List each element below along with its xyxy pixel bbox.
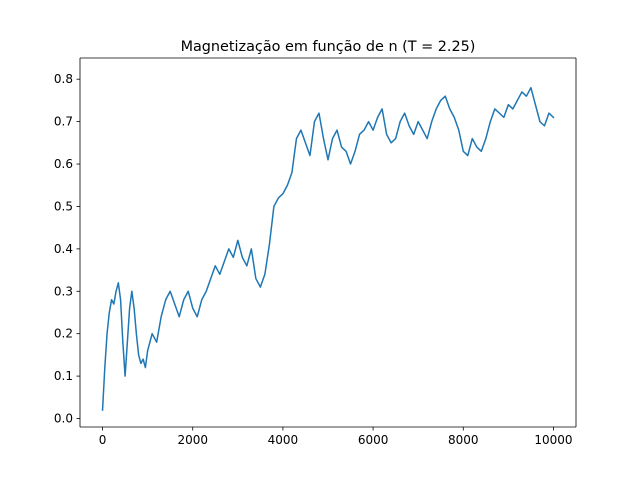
y-tick-label: 0.7 <box>54 115 73 129</box>
y-axis-ticks: 0.0 0.1 0.2 0.3 0.4 0.5 0.6 0.7 0.8 <box>54 72 80 426</box>
x-tick-label: 4000 <box>268 433 299 447</box>
axes <box>79 57 577 428</box>
series-line-magnetization <box>101 86 555 411</box>
y-tick-label: 0.1 <box>54 369 73 383</box>
x-tick-label: 2000 <box>177 433 208 447</box>
x-tick-label: 6000 <box>358 433 389 447</box>
y-tick-label: 0.3 <box>54 284 73 298</box>
y-tick-label: 0.4 <box>54 242 73 256</box>
x-axis-ticks: 0 2000 4000 6000 8000 10000 <box>99 427 573 447</box>
y-tick-label: 0.5 <box>54 199 73 213</box>
plot-area <box>101 86 555 411</box>
y-tick-label: 0.6 <box>54 157 73 171</box>
y-tick-label: 0.0 <box>54 412 73 426</box>
y-tick-label: 0.8 <box>54 72 73 86</box>
y-tick-label: 0.2 <box>54 327 73 341</box>
chart-title: Magnetização em função de n (T = 2.25) <box>181 39 476 55</box>
x-tick-label: 10000 <box>534 433 572 447</box>
x-tick-label: 8000 <box>448 433 479 447</box>
x-tick-label: 0 <box>99 433 107 447</box>
